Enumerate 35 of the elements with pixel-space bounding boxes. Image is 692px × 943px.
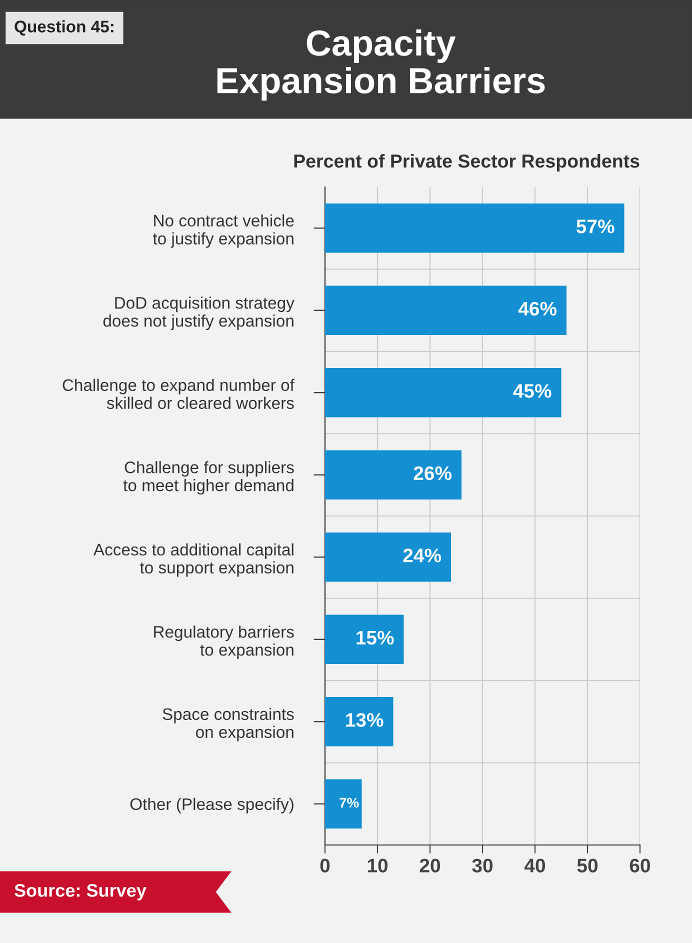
- y-tick-label: Regulatory barriers to expansion: [154, 626, 294, 660]
- y-tick-label: No contract vehicle to justify expansion: [152, 214, 294, 248]
- data-label: 7%: [340, 798, 359, 808]
- bar: [325, 614, 404, 664]
- data-label: 13%: [346, 713, 384, 727]
- source-note: Source: Survey: [14, 884, 146, 900]
- chart-title: Capacity Expansion Barriers: [217, 29, 545, 101]
- y-tick-label: Challenge for suppliers to meet higher demand: [123, 461, 294, 495]
- data-label: 45%: [513, 384, 552, 398]
- data-label: 24%: [403, 548, 442, 562]
- bar: [325, 696, 394, 746]
- bar: [325, 450, 462, 500]
- data-label: 57%: [576, 220, 614, 234]
- bar: [325, 203, 624, 253]
- bar: [325, 286, 566, 336]
- y-tick-label: DoD acquisition strategy does not justify expansion: [103, 296, 294, 330]
- x-tick-label: 20: [420, 858, 440, 872]
- x-tick-label: 60: [630, 858, 650, 872]
- bar: [325, 368, 562, 418]
- y-tick-label: Space constraints on expansion: [162, 708, 294, 742]
- chart-subtitle: Percent of Private Sector Respondents: [294, 154, 640, 172]
- text: Question 45:: [14, 20, 114, 36]
- y-tick-label: Other (Please specify): [130, 798, 294, 814]
- data-label: 15%: [356, 630, 394, 645]
- data-label: 26%: [414, 466, 452, 480]
- x-tick-label: 40: [524, 858, 546, 872]
- x-tick-label: 10: [368, 858, 388, 872]
- bar: [325, 532, 451, 582]
- x-tick-label: 30: [472, 858, 493, 873]
- data-label: 46%: [518, 302, 557, 316]
- bar: [325, 779, 362, 829]
- x-tick-label: 50: [577, 858, 598, 872]
- y-tick-label: Access to additional capital to support expansion: [93, 543, 294, 577]
- x-tick-label: 0: [320, 858, 330, 872]
- y-tick-label: Challenge to expand number of skilled or cleared workers: [62, 378, 294, 410]
